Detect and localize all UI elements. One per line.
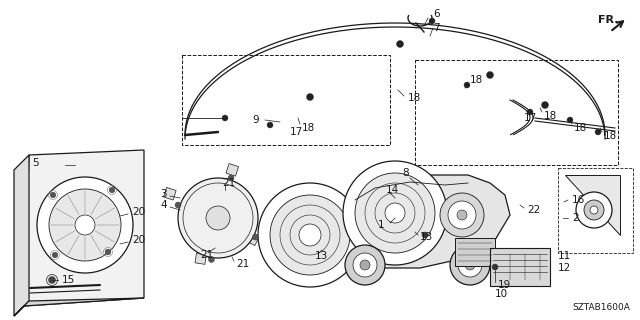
Circle shape — [422, 232, 428, 238]
Text: 20: 20 — [132, 207, 145, 217]
Circle shape — [343, 161, 447, 265]
Text: 18: 18 — [470, 75, 483, 85]
Text: 18: 18 — [604, 131, 617, 141]
Text: 21: 21 — [236, 259, 249, 269]
Polygon shape — [24, 150, 144, 306]
Circle shape — [109, 187, 115, 193]
Text: 3: 3 — [160, 189, 166, 199]
Text: 13: 13 — [315, 251, 328, 261]
Circle shape — [584, 200, 604, 220]
Circle shape — [175, 202, 181, 208]
Circle shape — [429, 18, 435, 24]
Text: 5: 5 — [32, 158, 38, 168]
Circle shape — [448, 201, 476, 229]
Circle shape — [206, 206, 230, 230]
Circle shape — [49, 189, 121, 261]
Circle shape — [360, 260, 370, 270]
Text: 15: 15 — [62, 275, 76, 285]
Text: 11: 11 — [558, 251, 572, 261]
Circle shape — [222, 115, 228, 121]
Bar — [455, 238, 495, 266]
Text: 18: 18 — [302, 123, 316, 133]
Text: 7: 7 — [433, 23, 440, 33]
Circle shape — [457, 210, 467, 220]
Circle shape — [465, 260, 475, 270]
Circle shape — [52, 252, 58, 258]
Text: 4: 4 — [160, 200, 166, 210]
Polygon shape — [330, 175, 510, 268]
Circle shape — [37, 177, 133, 273]
Text: 13: 13 — [420, 232, 433, 242]
Text: 22: 22 — [527, 205, 540, 215]
Circle shape — [49, 276, 56, 284]
Text: 20: 20 — [132, 235, 145, 245]
Polygon shape — [14, 155, 29, 316]
Circle shape — [567, 117, 573, 123]
Text: 21: 21 — [200, 250, 213, 260]
Text: 6: 6 — [433, 9, 440, 19]
Text: 14: 14 — [386, 185, 399, 195]
Circle shape — [228, 175, 234, 181]
Circle shape — [258, 183, 362, 287]
Circle shape — [50, 192, 56, 198]
Circle shape — [353, 253, 377, 277]
Text: 17: 17 — [290, 127, 303, 137]
Text: 17: 17 — [524, 113, 537, 123]
Text: 12: 12 — [558, 263, 572, 273]
Polygon shape — [565, 175, 620, 235]
Text: 19: 19 — [498, 280, 511, 290]
Text: 10: 10 — [495, 289, 508, 299]
Text: 2: 2 — [572, 213, 579, 223]
Circle shape — [270, 195, 350, 275]
Circle shape — [464, 82, 470, 88]
Circle shape — [209, 257, 214, 262]
Circle shape — [345, 245, 385, 285]
Bar — [226, 164, 239, 176]
Bar — [195, 253, 207, 264]
Circle shape — [576, 192, 612, 228]
Circle shape — [299, 224, 321, 246]
Text: 18: 18 — [574, 123, 588, 133]
Circle shape — [590, 206, 598, 214]
Text: 9: 9 — [252, 115, 259, 125]
Circle shape — [397, 41, 403, 47]
Text: 18: 18 — [408, 93, 421, 103]
Polygon shape — [14, 298, 144, 316]
Circle shape — [595, 129, 601, 135]
Text: SZTAB1600A: SZTAB1600A — [572, 303, 630, 312]
Text: 18: 18 — [544, 111, 557, 121]
Text: 1: 1 — [378, 220, 385, 230]
Text: 16: 16 — [572, 195, 585, 205]
Text: 8: 8 — [402, 168, 408, 178]
Bar — [182, 55, 390, 145]
Circle shape — [252, 234, 259, 240]
Circle shape — [450, 245, 490, 285]
Bar — [415, 60, 618, 165]
Circle shape — [541, 101, 548, 108]
Circle shape — [75, 215, 95, 235]
Circle shape — [178, 178, 258, 258]
Circle shape — [105, 249, 111, 255]
Circle shape — [307, 93, 314, 100]
Bar — [490, 248, 550, 286]
Circle shape — [486, 71, 493, 78]
Text: FR.: FR. — [598, 15, 618, 25]
Bar — [164, 188, 176, 200]
Circle shape — [440, 193, 484, 237]
Circle shape — [527, 109, 533, 115]
Text: 21: 21 — [222, 178, 236, 188]
Circle shape — [355, 173, 435, 253]
Bar — [558, 168, 633, 253]
Bar — [246, 232, 259, 245]
Circle shape — [492, 264, 498, 270]
Circle shape — [267, 122, 273, 128]
Circle shape — [385, 203, 405, 223]
Circle shape — [458, 253, 482, 277]
